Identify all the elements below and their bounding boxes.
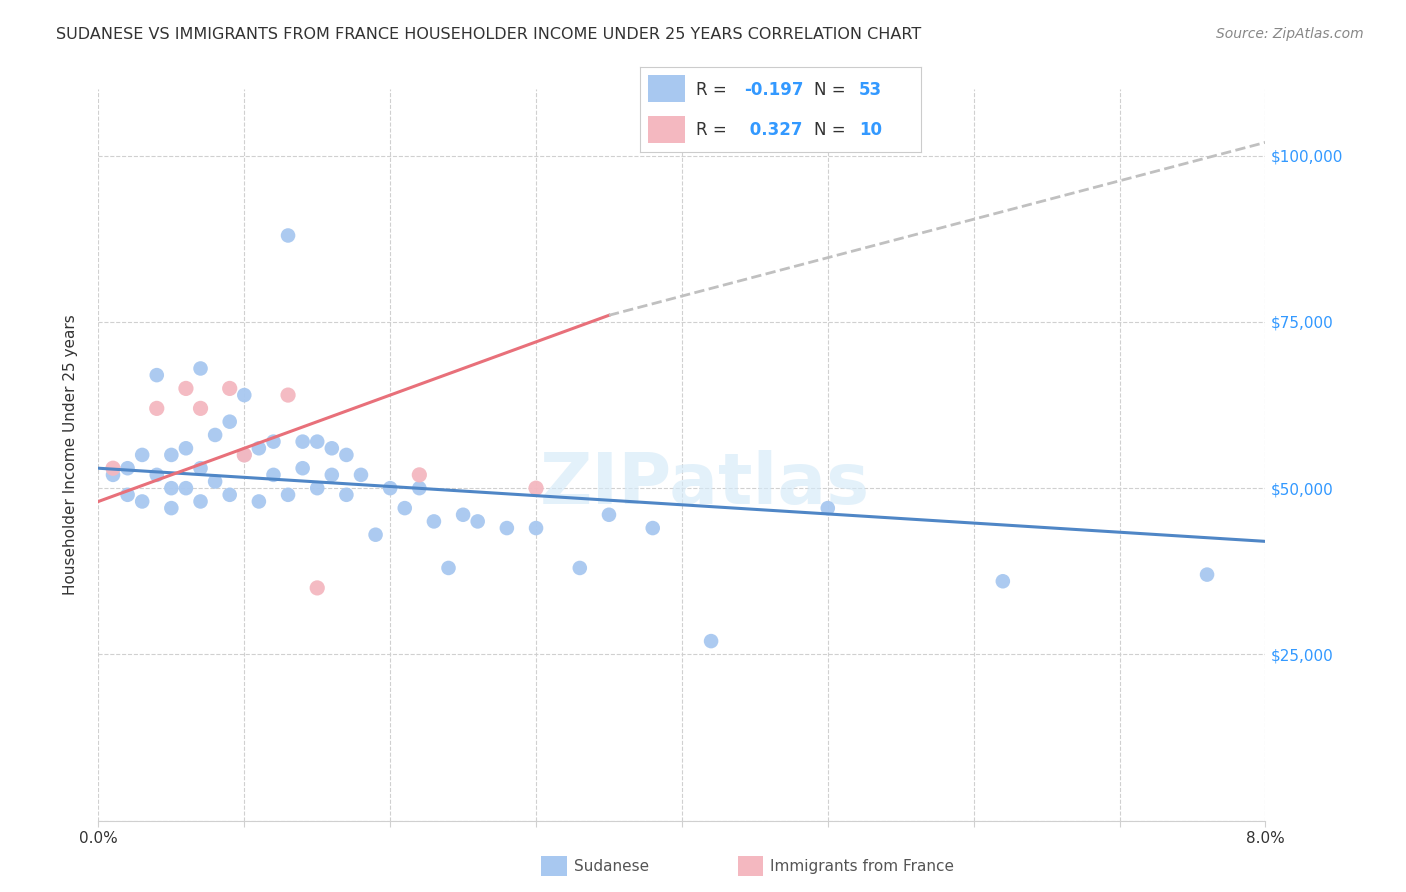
Point bbox=[101, 467, 124, 482]
Point bbox=[160, 501, 183, 516]
Point bbox=[262, 434, 284, 449]
Point bbox=[408, 481, 430, 495]
Text: SUDANESE VS IMMIGRANTS FROM FRANCE HOUSEHOLDER INCOME UNDER 25 YEARS CORRELATION: SUDANESE VS IMMIGRANTS FROM FRANCE HOUSE… bbox=[56, 27, 921, 42]
Text: N =: N = bbox=[814, 121, 851, 139]
Point bbox=[218, 415, 240, 429]
Point bbox=[451, 508, 474, 522]
Point bbox=[423, 515, 446, 529]
Point bbox=[291, 434, 314, 449]
Point bbox=[321, 442, 343, 456]
Point bbox=[233, 388, 256, 402]
Point bbox=[817, 501, 839, 516]
Point bbox=[233, 448, 256, 462]
Point bbox=[190, 401, 212, 416]
Point bbox=[394, 501, 416, 516]
Point bbox=[160, 481, 183, 495]
Point bbox=[218, 381, 240, 395]
Text: 10: 10 bbox=[859, 121, 882, 139]
Point bbox=[524, 521, 547, 535]
Text: R =: R = bbox=[696, 121, 733, 139]
Point bbox=[190, 494, 212, 508]
Point bbox=[524, 481, 547, 495]
Point bbox=[190, 361, 212, 376]
Point bbox=[117, 488, 139, 502]
Point bbox=[307, 434, 329, 449]
Y-axis label: Householder Income Under 25 years: Householder Income Under 25 years bbox=[63, 315, 77, 595]
Point bbox=[321, 467, 343, 482]
Point bbox=[700, 634, 723, 648]
Point bbox=[467, 515, 489, 529]
Point bbox=[291, 461, 314, 475]
Point bbox=[204, 475, 226, 489]
Text: Source: ZipAtlas.com: Source: ZipAtlas.com bbox=[1216, 27, 1364, 41]
Point bbox=[262, 467, 284, 482]
Point bbox=[247, 442, 270, 456]
Point bbox=[307, 481, 329, 495]
Point bbox=[146, 368, 169, 383]
Point bbox=[190, 461, 212, 475]
Point bbox=[174, 381, 197, 395]
Text: N =: N = bbox=[814, 81, 851, 99]
Point bbox=[335, 448, 357, 462]
Point bbox=[277, 228, 299, 243]
Text: 0.327: 0.327 bbox=[744, 121, 803, 139]
Point bbox=[437, 561, 460, 575]
Point bbox=[335, 488, 357, 502]
Text: 53: 53 bbox=[859, 81, 882, 99]
Text: Sudanese: Sudanese bbox=[574, 859, 648, 873]
Point bbox=[1197, 567, 1219, 582]
Point bbox=[307, 581, 329, 595]
Bar bbox=[648, 116, 685, 143]
Point bbox=[568, 561, 591, 575]
Text: Immigrants from France: Immigrants from France bbox=[770, 859, 955, 873]
Point bbox=[131, 448, 153, 462]
Point bbox=[247, 494, 270, 508]
Point bbox=[146, 401, 169, 416]
Point bbox=[598, 508, 620, 522]
Point bbox=[117, 461, 139, 475]
Point bbox=[496, 521, 519, 535]
Point bbox=[160, 448, 183, 462]
Point bbox=[204, 428, 226, 442]
Point bbox=[233, 448, 256, 462]
Text: R =: R = bbox=[696, 81, 733, 99]
Point bbox=[174, 442, 197, 456]
Point bbox=[364, 527, 387, 541]
Text: ZIPatlas: ZIPatlas bbox=[540, 450, 870, 518]
Point bbox=[991, 574, 1014, 589]
Point bbox=[277, 488, 299, 502]
Point bbox=[641, 521, 664, 535]
Point bbox=[174, 481, 197, 495]
Point bbox=[101, 461, 124, 475]
Bar bbox=[648, 76, 685, 103]
Point bbox=[277, 388, 299, 402]
Point bbox=[146, 467, 169, 482]
Text: -0.197: -0.197 bbox=[744, 81, 803, 99]
Point bbox=[380, 481, 402, 495]
Point bbox=[408, 467, 430, 482]
Point bbox=[131, 494, 153, 508]
Point bbox=[350, 467, 373, 482]
Point bbox=[218, 488, 240, 502]
